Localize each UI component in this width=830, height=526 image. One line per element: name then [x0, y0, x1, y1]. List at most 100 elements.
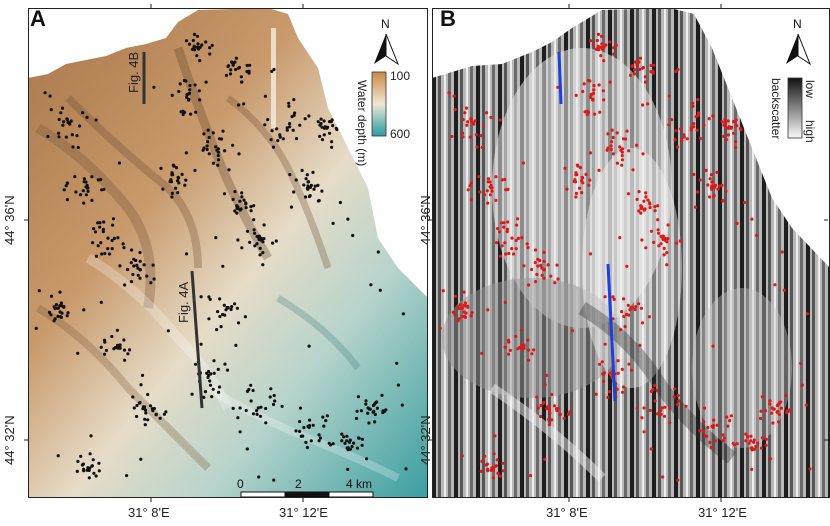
sample-point — [648, 206, 652, 210]
sample-point — [666, 237, 670, 241]
sample-point — [252, 204, 256, 208]
sample-point — [101, 227, 105, 231]
sample-point — [318, 436, 323, 440]
sample-point — [659, 409, 663, 413]
sample-point — [103, 251, 107, 256]
sample-point — [76, 145, 80, 150]
sample-point — [704, 168, 708, 172]
sample-point — [287, 104, 291, 108]
sample-point — [102, 187, 106, 191]
sample-point — [652, 63, 656, 67]
sample-point — [525, 242, 529, 246]
sample-point — [107, 252, 112, 256]
sample-point — [404, 467, 408, 471]
sample-point — [373, 412, 377, 417]
sample-point — [280, 404, 284, 408]
north-label-b: N — [793, 17, 802, 31]
legend-high: high — [803, 120, 817, 143]
sample-point — [242, 102, 246, 106]
sample-point — [138, 276, 142, 280]
sample-point — [121, 242, 125, 246]
sample-point — [238, 199, 242, 203]
sample-point — [693, 205, 698, 209]
sample-point — [679, 127, 683, 131]
sample-point — [461, 131, 465, 135]
sample-point — [240, 80, 244, 84]
sample-point — [138, 268, 142, 272]
sample-point — [252, 228, 256, 232]
sample-point — [542, 276, 546, 280]
sample-point — [207, 152, 211, 156]
backscatter-legend: low high backscatter — [769, 77, 817, 143]
sample-point — [696, 98, 700, 102]
sample-point — [345, 434, 349, 438]
sample-point — [340, 432, 344, 436]
sample-point — [37, 289, 41, 293]
sample-point — [258, 414, 263, 418]
sample-point — [93, 230, 98, 234]
sample-point — [232, 61, 236, 65]
sample-point — [788, 408, 792, 412]
sample-point — [653, 209, 657, 213]
sample-point — [729, 414, 733, 418]
lat-label-36-b: 44° 36'N — [418, 195, 433, 245]
sample-point — [620, 150, 624, 154]
sample-point — [625, 264, 629, 268]
lon-label-8-a: 31° 8'E — [128, 505, 170, 520]
sample-point — [292, 113, 296, 117]
sample-point — [498, 118, 502, 122]
sample-point — [65, 117, 69, 121]
sample-point — [648, 408, 652, 413]
sample-point — [592, 84, 596, 88]
sample-point — [808, 467, 812, 471]
sample-point — [324, 419, 328, 423]
sample-point — [586, 110, 591, 114]
sample-point — [543, 457, 547, 461]
sample-point — [721, 439, 725, 443]
sample-point — [460, 314, 464, 318]
sample-point — [330, 118, 334, 122]
sample-point — [137, 401, 141, 405]
sample-point — [494, 198, 498, 202]
sample-point — [110, 247, 114, 251]
sample-point — [251, 388, 255, 393]
sample-point — [298, 420, 302, 424]
sample-point — [734, 140, 738, 144]
sample-point — [493, 434, 497, 438]
sample-point — [574, 195, 578, 199]
north-arrow-a: N — [374, 17, 400, 66]
sample-point — [655, 388, 659, 393]
sample-point — [529, 474, 533, 478]
sample-point — [734, 118, 738, 122]
sample-point — [734, 145, 738, 149]
sample-point — [708, 195, 712, 199]
sample-point — [148, 404, 153, 408]
sample-point — [503, 300, 507, 304]
sample-point — [776, 409, 780, 413]
sample-point — [595, 38, 599, 43]
sample-point — [195, 34, 200, 38]
sample-point — [640, 66, 644, 70]
sample-point — [151, 263, 155, 267]
sample-point — [162, 412, 166, 416]
sample-point — [79, 454, 83, 458]
sample-point — [626, 192, 631, 196]
sample-point — [453, 108, 457, 112]
sample-point — [303, 117, 307, 121]
sample-point — [618, 145, 622, 149]
sample-point — [292, 190, 296, 194]
sample-point — [462, 304, 466, 308]
sample-point — [464, 311, 468, 315]
sample-point — [342, 435, 346, 439]
sample-point — [198, 59, 202, 63]
sample-point — [715, 423, 719, 427]
sample-point — [272, 67, 276, 72]
sample-point — [102, 220, 106, 224]
sample-point — [759, 409, 763, 413]
legend-low: low — [803, 80, 817, 98]
profile-line-4a — [190, 270, 204, 409]
sample-point — [526, 338, 530, 342]
sample-point — [702, 429, 706, 433]
sample-point — [187, 97, 191, 101]
sample-point — [609, 371, 613, 375]
